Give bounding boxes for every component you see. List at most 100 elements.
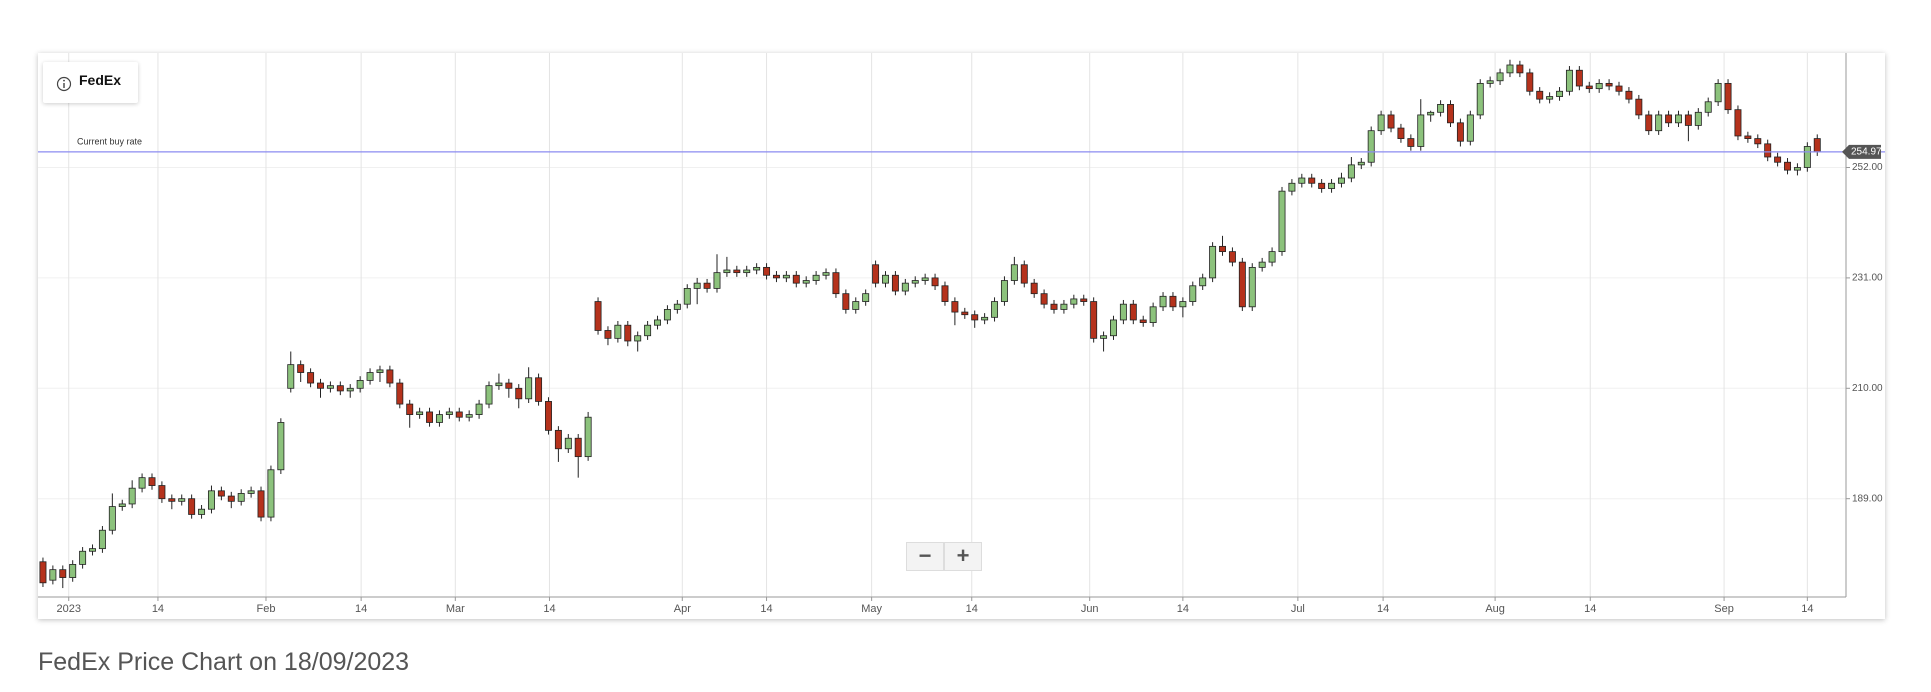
candle-body (326, 385, 334, 389)
candle-body (1684, 114, 1692, 126)
candle-body (227, 495, 235, 502)
candle-body (1318, 182, 1326, 189)
candle-body (267, 469, 275, 518)
candle-body (545, 401, 552, 431)
x-tick-label: Apr (674, 603, 691, 615)
candle-body (1070, 298, 1078, 305)
candle-body (1526, 72, 1534, 92)
candle-body (842, 293, 850, 310)
candle-body (862, 293, 870, 302)
x-tick-label: 14 (1377, 603, 1389, 615)
candle-body (1625, 90, 1633, 100)
candle-body (574, 437, 582, 458)
x-tick-label: Sep (1714, 603, 1734, 615)
candle-body (188, 498, 196, 515)
candle-body (634, 335, 642, 342)
zoom-in-button[interactable]: + (944, 542, 982, 571)
candle-body (782, 274, 790, 279)
candle-body (1090, 301, 1098, 339)
candle-body (198, 508, 206, 515)
candle-body (614, 324, 622, 339)
candle-body (901, 282, 909, 292)
candle-body (386, 369, 394, 384)
candle-body (1447, 104, 1454, 124)
candle-body (1486, 80, 1494, 84)
x-tick-label: 14 (1801, 603, 1813, 615)
candle-body (644, 324, 652, 337)
candle-body (445, 411, 453, 415)
candle-body (723, 269, 731, 274)
candle-body (763, 266, 771, 276)
candle-body (1645, 114, 1653, 132)
candle-body (1189, 285, 1197, 302)
candle-body (396, 382, 404, 405)
candle-body (406, 403, 414, 415)
candle-body (1397, 127, 1405, 139)
candle-body (882, 274, 889, 284)
candle-body (1536, 90, 1544, 100)
candle-body (1803, 146, 1811, 168)
legend[interactable]: FedEx (43, 62, 138, 103)
candle-body (1546, 96, 1554, 100)
candle-body (1456, 122, 1464, 142)
candle-body (1793, 167, 1801, 171)
candle-body (1635, 98, 1643, 116)
candle-body (1427, 111, 1435, 116)
x-tick-label: 14 (1584, 603, 1596, 615)
candle-body (257, 490, 265, 518)
candle-body (772, 274, 780, 279)
candle-body (872, 264, 880, 284)
y-tick-label: 252.00 (1852, 162, 1883, 173)
candle-body (1159, 295, 1167, 308)
candle-body (1764, 143, 1772, 158)
candle-body (1337, 177, 1345, 184)
candle-body (1704, 101, 1712, 113)
candle-body (128, 487, 136, 505)
candle-body (158, 485, 166, 500)
candle-body (1407, 138, 1415, 147)
candle-body (1694, 111, 1702, 126)
candle-body (1169, 295, 1177, 308)
candle-body (1516, 64, 1524, 74)
candle-body (822, 272, 830, 276)
candle-body (1179, 301, 1187, 308)
candle-body (207, 490, 215, 510)
candle-body (505, 382, 513, 389)
candle-body (941, 285, 949, 302)
candle-body (1665, 114, 1673, 124)
candle-body (1328, 182, 1336, 189)
candle-body (108, 506, 116, 531)
x-tick-label: Jul (1291, 603, 1305, 615)
info-icon (56, 76, 72, 92)
x-tick-label: 14 (355, 603, 367, 615)
candle-body (1655, 114, 1663, 132)
candle-body (743, 269, 751, 274)
candle-body (654, 319, 661, 326)
candle-body (991, 301, 999, 318)
candle-body (1030, 282, 1038, 295)
y-tick-label: 189.00 (1852, 493, 1883, 504)
candle-body (713, 272, 721, 289)
zoom-out-button[interactable]: − (906, 542, 944, 571)
candle-body (683, 288, 691, 305)
candle-body (138, 477, 146, 489)
candle-body (465, 414, 473, 418)
candle-body (554, 429, 562, 450)
candle-body (346, 387, 354, 392)
candle-body (1050, 303, 1058, 310)
candle-body (981, 316, 989, 321)
candle-body (673, 303, 681, 310)
reference-value: 254.97 (1851, 147, 1882, 158)
candle-body (237, 493, 245, 502)
x-tick-label: 14 (1177, 603, 1189, 615)
candle-body (1754, 138, 1762, 145)
candle-body (1774, 156, 1782, 163)
candle-body (1010, 264, 1018, 281)
candle-body (1268, 251, 1276, 263)
candle-body (1248, 266, 1256, 308)
candle-body (1714, 82, 1722, 103)
candle-body (1278, 190, 1286, 253)
candle-body (1496, 72, 1504, 82)
candle-body (693, 282, 701, 289)
x-tick-label: 14 (543, 603, 555, 615)
